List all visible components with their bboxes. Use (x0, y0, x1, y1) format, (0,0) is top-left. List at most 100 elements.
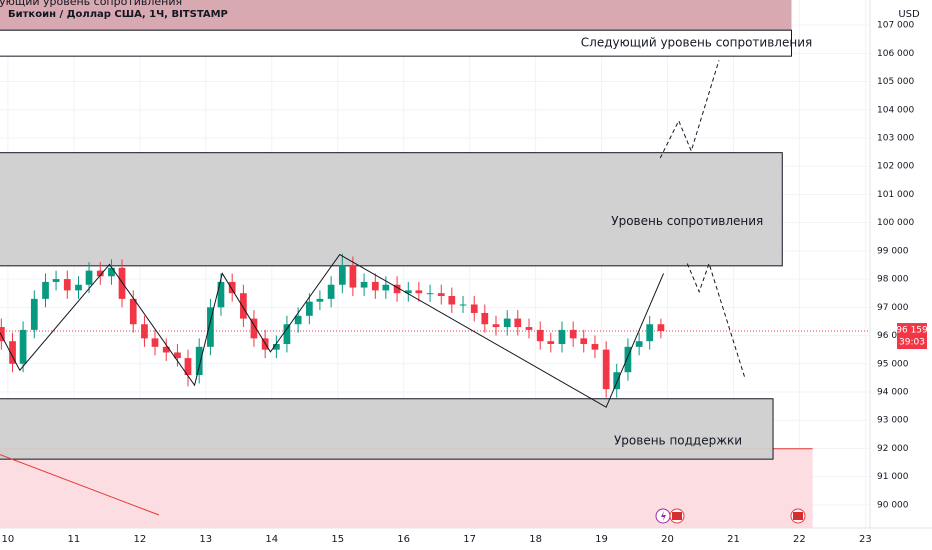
candle-body (569, 329, 577, 339)
candle-body (470, 304, 478, 313)
y-tick-label: 91 000 (877, 472, 909, 482)
x-tick-label: 14 (265, 534, 278, 545)
candle-body (30, 298, 38, 330)
candle-body (316, 298, 324, 302)
y-tick-label: 100 000 (877, 218, 914, 228)
y-tick-label: 105 000 (877, 77, 914, 87)
candle-body (657, 324, 665, 332)
candle-body (63, 279, 71, 291)
candle-body (624, 346, 632, 373)
event-icons[interactable] (655, 508, 806, 524)
candle-body (228, 281, 236, 294)
x-tick-label: 19 (595, 534, 608, 545)
candle-body (547, 341, 555, 345)
candle-body (52, 279, 60, 282)
y-tick-label: 95 000 (877, 359, 909, 369)
flag (793, 512, 803, 520)
y-tick-label: 107 000 (877, 21, 914, 31)
y-tick-label: 96 000 (877, 331, 909, 341)
candle-body (459, 304, 467, 306)
x-tick-label: 21 (727, 534, 740, 545)
cut-subtitle: Следующий уровень сопротивления (0, 0, 182, 8)
candle-body (558, 329, 566, 345)
candle-body (96, 270, 104, 277)
candle-body (240, 293, 247, 319)
candle-body (503, 318, 511, 328)
candle-body (141, 324, 148, 339)
candle-body (294, 315, 302, 325)
candle-body (273, 344, 280, 350)
zone-label: Уровень сопротивления (611, 214, 763, 228)
candle-body (591, 344, 599, 350)
forecast-path (686, 261, 746, 378)
y-tick-label: 92 000 (877, 444, 909, 454)
candle-body (184, 358, 192, 376)
y-tick-label: 93 000 (877, 416, 909, 426)
y-tick-label: 102 000 (877, 162, 914, 172)
y-tick-label: 106 000 (877, 49, 914, 59)
candle-body (108, 267, 115, 277)
level-zone (0, 152, 783, 267)
x-tick-label: 17 (463, 534, 476, 545)
candle-body (514, 318, 522, 328)
last-price-label: 96 159 (896, 326, 928, 336)
currency[interactable]: USD (898, 9, 920, 20)
y-tick-label: 97 000 (877, 303, 909, 313)
red-zone (0, 448, 813, 528)
candle-body (492, 324, 500, 328)
x-tick-label: 13 (199, 534, 212, 545)
trend-line (0, 253, 665, 408)
candle-body (118, 267, 126, 299)
y-tick-label: 103 000 (877, 133, 914, 143)
candle-body (580, 338, 588, 345)
candle-body (349, 264, 357, 288)
candle-body (646, 324, 654, 342)
candle-body (42, 281, 49, 299)
x-tick-label: 10 (2, 534, 15, 545)
x-tick-label: 15 (331, 534, 344, 545)
candle-body (393, 284, 401, 294)
candle-body (404, 290, 412, 294)
countdown: 39:03 (899, 338, 925, 348)
last-price-badge (897, 323, 927, 350)
y-tick-label: 98 000 (877, 275, 909, 285)
candle-body (437, 293, 445, 297)
candle-body (217, 281, 225, 308)
y-tick-label: 94 000 (877, 387, 909, 397)
y-tick-label: 99 000 (877, 246, 909, 256)
candle-body (305, 301, 313, 316)
event-icon-bolt (661, 511, 666, 521)
zone-label: Следующий уровень сопротивления (581, 36, 812, 50)
candle-body (613, 372, 621, 390)
candle-body (415, 290, 423, 294)
candle-body (207, 307, 214, 347)
candle-body (536, 329, 544, 342)
x-tick-label: 12 (133, 534, 146, 545)
candle-body (283, 324, 291, 345)
flag (672, 512, 682, 520)
candle-body (75, 284, 82, 291)
x-tick-label: 20 (661, 534, 674, 545)
x-tick-label: 23 (859, 534, 872, 545)
candle-body (327, 284, 335, 299)
candle-body (371, 281, 379, 291)
candle-body (250, 318, 258, 339)
x-tick-label: 22 (793, 534, 806, 545)
red-line (0, 454, 160, 516)
candle-body (151, 338, 159, 347)
candle-body (0, 327, 5, 342)
x-tick-label: 16 (397, 534, 410, 545)
candle-body (602, 349, 610, 390)
level-zone (0, 398, 774, 460)
y-tick-label: 104 000 (877, 105, 914, 115)
candle-body (162, 346, 170, 353)
candle-body (338, 264, 346, 285)
y-tick-label: 90 000 (877, 500, 909, 510)
candle-body (448, 296, 456, 305)
candle-body (525, 327, 533, 330)
candle-body (129, 298, 137, 325)
candle-body (382, 284, 390, 291)
red-zone (0, 0, 792, 31)
y-tick-label: 101 000 (877, 190, 914, 200)
zone-label: Уровень поддержки (614, 433, 742, 447)
